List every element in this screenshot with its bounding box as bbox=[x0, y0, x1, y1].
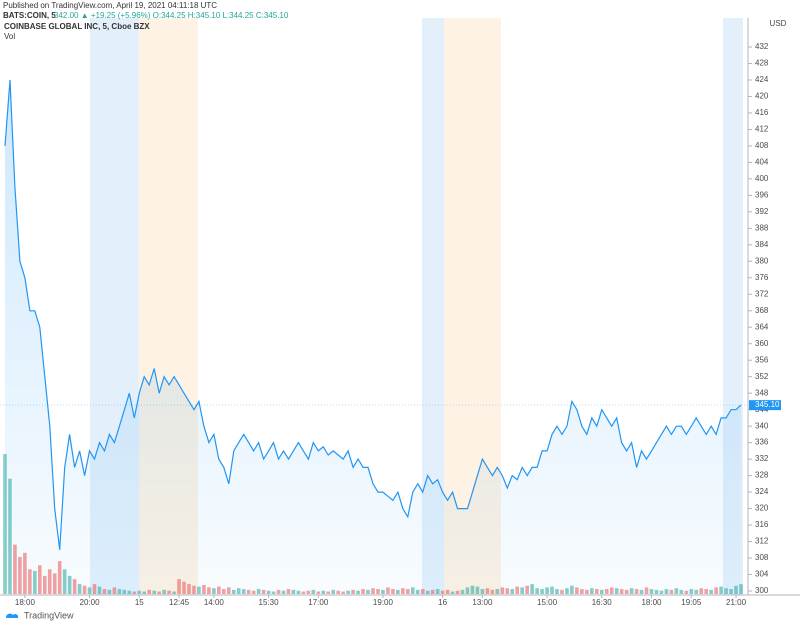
area-fill bbox=[5, 80, 741, 595]
x-tick-label: 20:00 bbox=[80, 598, 101, 607]
x-tick-label: 16:30 bbox=[592, 598, 613, 607]
y-tick-label: 348 bbox=[755, 388, 769, 397]
x-tick-label: 18:00 bbox=[641, 598, 662, 607]
y-tick-label: 340 bbox=[755, 421, 769, 430]
y-tick-label: 404 bbox=[755, 158, 769, 167]
x-tick-label: 16 bbox=[438, 598, 447, 607]
quote: 342.00 ▲ +19.25 (+5.96%) O:344.25 H:345.… bbox=[54, 11, 289, 20]
y-tick-label: 432 bbox=[755, 42, 769, 51]
y-tick-label: 336 bbox=[755, 438, 769, 447]
x-tick-label: 15:00 bbox=[537, 598, 558, 607]
y-tick-label: 312 bbox=[755, 537, 769, 546]
y-tick-label: 416 bbox=[755, 108, 769, 117]
y-tick-label: 372 bbox=[755, 289, 769, 298]
y-tick-label: 428 bbox=[755, 59, 769, 68]
y-tick-label: 384 bbox=[755, 240, 769, 249]
y-tick-label: 376 bbox=[755, 273, 769, 282]
y-tick-label: 328 bbox=[755, 471, 769, 480]
y-tick-label: 320 bbox=[755, 504, 769, 513]
x-tick-label: 13:00 bbox=[472, 598, 493, 607]
session-pre bbox=[422, 18, 444, 595]
y-tick-label: 380 bbox=[755, 256, 769, 265]
x-tick-label: 14:00 bbox=[204, 598, 225, 607]
y-tick-label: 300 bbox=[755, 586, 769, 595]
volume-label: Vol bbox=[4, 32, 15, 41]
y-tick-label: 364 bbox=[755, 322, 769, 331]
y-tick-label: 424 bbox=[755, 75, 769, 84]
price-line bbox=[4, 79, 742, 550]
x-tick-label: 18:00 bbox=[15, 598, 36, 607]
y-tick-label: 400 bbox=[755, 174, 769, 183]
y-tick-label: 392 bbox=[755, 207, 769, 216]
y-tick-label: 368 bbox=[755, 306, 769, 315]
instrument-name: COINBASE GLOBAL INC, 5, Cboe BZX bbox=[4, 22, 150, 31]
x-tick-label: 19:05 bbox=[681, 598, 702, 607]
x-tick-label: 19:00 bbox=[373, 598, 394, 607]
y-tick-label: 304 bbox=[755, 570, 769, 579]
x-tick-label: 15 bbox=[135, 598, 144, 607]
y-tick-label: 412 bbox=[755, 125, 769, 134]
y-tick-label: 388 bbox=[755, 223, 769, 232]
y-tick-label: 352 bbox=[755, 372, 769, 381]
y-tick-label: 396 bbox=[755, 190, 769, 199]
x-tick-label: 15:30 bbox=[259, 598, 280, 607]
x-tick-label: 17:00 bbox=[308, 598, 329, 607]
brand-logo bbox=[5, 613, 19, 618]
y-tick-label: 420 bbox=[755, 92, 769, 101]
y-tick-label: 324 bbox=[755, 487, 769, 496]
brand: TradingView bbox=[24, 610, 74, 620]
last-price-box bbox=[749, 400, 781, 411]
y-tick-label: 360 bbox=[755, 339, 769, 348]
y-tick-label: 308 bbox=[755, 553, 769, 562]
published: Published on TradingView.com, April 19, … bbox=[3, 1, 217, 10]
y-tick-label: 356 bbox=[755, 355, 769, 364]
symbol: BATS:COIN, 5 bbox=[3, 11, 56, 20]
axis-unit: USD bbox=[770, 19, 787, 28]
x-tick-label: 21:00 bbox=[726, 598, 747, 607]
y-tick-label: 332 bbox=[755, 454, 769, 463]
last-price-label: 345.10 bbox=[755, 400, 780, 409]
x-tick-label: 12:45 bbox=[169, 598, 190, 607]
y-tick-label: 408 bbox=[755, 141, 769, 150]
y-tick-label: 316 bbox=[755, 520, 769, 529]
